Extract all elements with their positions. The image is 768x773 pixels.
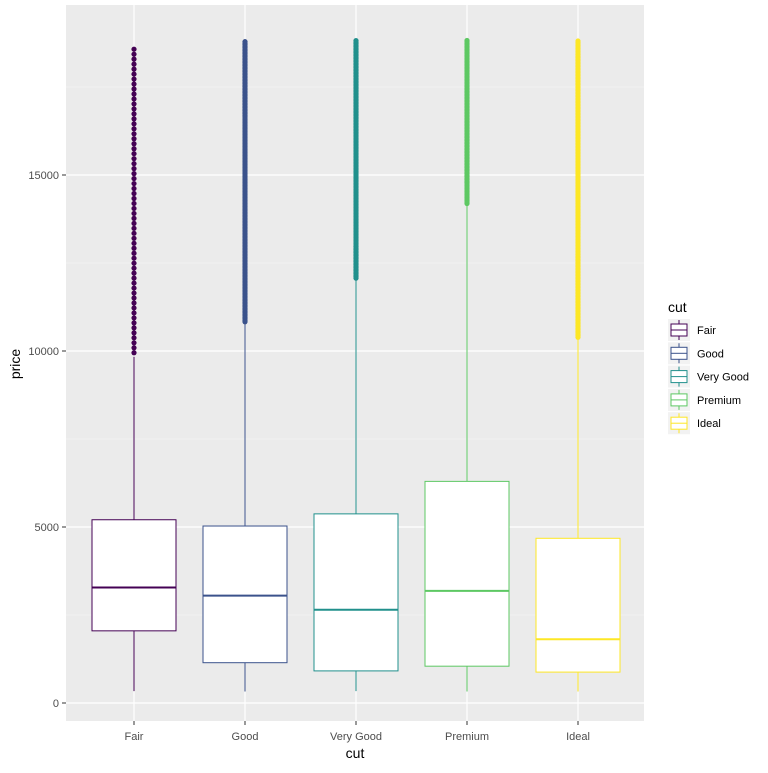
legend-label: Very Good [697, 372, 749, 384]
outlier-point [131, 320, 137, 326]
outlier-point [131, 86, 137, 92]
outlier-point [131, 270, 137, 276]
outlier-point [131, 305, 137, 311]
outlier-point [131, 161, 137, 167]
outlier-point [131, 280, 137, 286]
box [424, 480, 510, 667]
outlier-point [131, 101, 137, 107]
x-tick-label: Premium [445, 731, 489, 743]
outlier-point [131, 51, 137, 57]
x-tick-label: Good [232, 731, 259, 743]
outlier-point [131, 240, 137, 246]
outlier-point [131, 235, 137, 241]
outlier-point [131, 171, 137, 177]
outlier-point [131, 156, 137, 162]
outlier-point [131, 190, 137, 197]
outlier-point [131, 330, 137, 336]
outlier-point [131, 255, 137, 261]
outlier-point [131, 116, 137, 122]
outlier-point [131, 275, 137, 281]
x-tick-label: Fair [125, 731, 144, 743]
legend-title: cut [668, 299, 687, 315]
legend-label: Ideal [697, 418, 721, 430]
outlier-point [131, 250, 137, 256]
outlier-point [131, 111, 137, 117]
y-tick-label: 10000 [28, 346, 59, 358]
outlier-point [131, 121, 137, 127]
outlier-point [131, 315, 137, 321]
outlier-point [131, 210, 137, 217]
legend-label: Good [697, 348, 724, 360]
outlier-point [131, 56, 137, 62]
outlier-point [131, 300, 137, 306]
outlier-point [131, 345, 137, 351]
outlier-point [575, 38, 581, 44]
outlier-point [131, 290, 137, 296]
box-ideal [535, 38, 621, 692]
outlier-point [131, 175, 137, 182]
outlier-point [464, 37, 470, 44]
y-tick-label: 5000 [35, 522, 59, 534]
outlier-point [131, 81, 137, 87]
outlier-point [131, 230, 137, 236]
outlier-point [131, 136, 137, 142]
outlier-point [131, 340, 137, 346]
outlier-point [131, 335, 137, 341]
outlier-point [242, 39, 248, 45]
outlier-point [131, 245, 137, 251]
outlier-point [131, 310, 137, 316]
box-premium [424, 37, 510, 692]
outlier-point [131, 151, 137, 157]
outlier-point [131, 215, 137, 221]
outlier-point [131, 141, 137, 147]
outlier-point [131, 66, 137, 72]
y-axis-label: price [7, 349, 23, 380]
outlier-point [131, 76, 137, 82]
outlier-point [131, 61, 137, 67]
outlier-point [131, 260, 137, 266]
box [91, 519, 177, 632]
outlier-point [131, 91, 137, 97]
outlier-point [131, 71, 137, 77]
outlier-point [131, 350, 137, 356]
legend: cut Fair Good Very Good Premium Ideal [668, 299, 749, 435]
x-tick-label: Very Good [330, 731, 382, 743]
y-tick-label: 15000 [28, 170, 59, 182]
outlier-point [353, 38, 359, 44]
outlier-point [131, 126, 137, 132]
outlier-point [131, 205, 137, 212]
outlier-point [131, 185, 137, 192]
box [202, 525, 288, 664]
x-axis-label: cut [346, 745, 365, 761]
outlier-point [131, 46, 137, 52]
outlier-point [131, 146, 137, 152]
outlier-point [131, 180, 137, 187]
box-very-good [313, 38, 399, 692]
outlier-point [131, 285, 137, 291]
outlier-point [131, 195, 137, 202]
box-good [202, 39, 288, 692]
outlier-point [131, 131, 137, 137]
box-fair [91, 46, 177, 692]
outlier-point [131, 106, 137, 112]
outlier-point [131, 220, 137, 226]
outlier-point [131, 295, 137, 301]
legend-label: Premium [697, 395, 741, 407]
outlier-point [131, 96, 137, 102]
outlier-point [131, 166, 137, 172]
outlier-point [131, 200, 137, 207]
box [535, 537, 621, 673]
y-tick-label: 0 [53, 698, 59, 710]
legend-label: Fair [697, 325, 716, 337]
outlier-point [131, 325, 137, 331]
outlier-point [131, 265, 137, 271]
x-tick-label: Ideal [566, 731, 590, 743]
box [313, 513, 399, 672]
outlier-point [131, 225, 137, 231]
